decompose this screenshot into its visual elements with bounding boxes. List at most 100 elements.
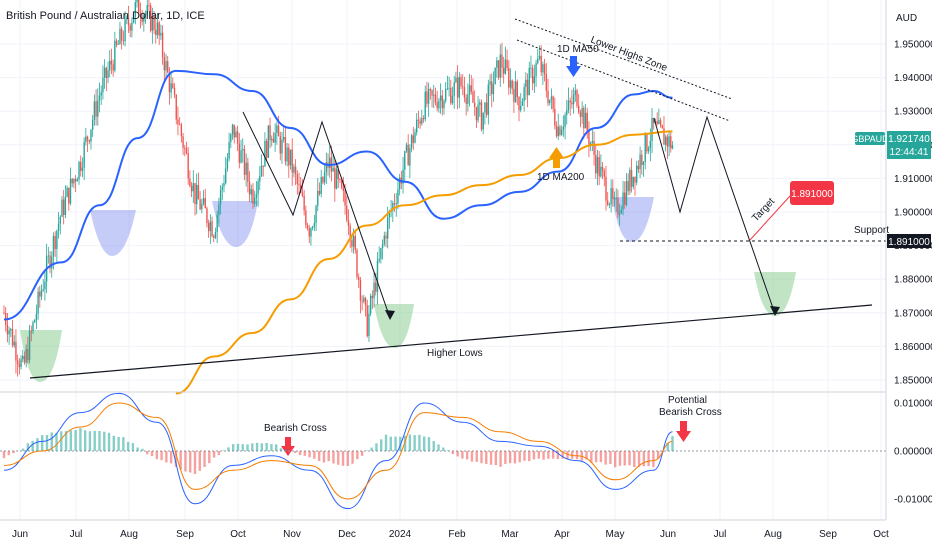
candle-body <box>23 355 26 363</box>
candle-body <box>320 176 322 194</box>
candle-body <box>520 105 522 111</box>
candle-body <box>122 40 125 42</box>
arc-blue-aug <box>90 210 136 256</box>
macd-histogram-bar <box>403 435 407 451</box>
price-tick-label: 1.880000 <box>894 275 932 286</box>
candle-body <box>436 102 438 109</box>
candle-body <box>80 161 82 171</box>
candle-body <box>143 15 145 22</box>
candle-body <box>542 64 544 73</box>
time-tick-label: Oct <box>873 529 889 540</box>
candle-body <box>472 91 474 103</box>
macd-histogram-bar <box>79 428 82 451</box>
macd-histogram-bar <box>93 431 96 451</box>
candle-body <box>467 94 469 104</box>
candle-body <box>102 77 104 93</box>
macd-histogram-bar <box>413 435 416 451</box>
ma50-arrow <box>566 56 581 77</box>
time-tick-label: Sep <box>176 529 194 540</box>
candle-body <box>506 59 508 68</box>
candle-body <box>589 142 592 145</box>
candle-body <box>323 172 326 183</box>
candle-body <box>146 5 148 14</box>
time-tick-label: Sep <box>819 529 837 540</box>
potential-label-line2: Bearish Cross <box>659 407 722 418</box>
candle-body <box>462 86 464 87</box>
candle-body <box>627 181 629 192</box>
candle-body <box>485 102 488 115</box>
macd-histogram-bar <box>341 451 345 466</box>
macd-line <box>3 392 673 510</box>
candle-body <box>470 85 472 92</box>
candle-body <box>641 154 643 165</box>
macd-histogram-bar <box>50 432 53 451</box>
candle-body <box>537 58 539 64</box>
candle-body <box>15 341 17 361</box>
price-tick-label: 1.860000 <box>894 342 932 353</box>
macd-histogram-bar <box>346 451 349 467</box>
candle-body <box>85 136 87 142</box>
candle-body <box>172 83 174 88</box>
candle-body <box>16 360 19 364</box>
price-tick-label: 1.870000 <box>894 308 932 319</box>
candle-body <box>204 198 206 209</box>
candle-body <box>504 59 507 74</box>
candle-body <box>214 232 217 238</box>
candle-body <box>632 176 634 187</box>
candle-body <box>385 235 387 239</box>
candle-body <box>62 199 65 215</box>
candle-body <box>207 223 210 232</box>
last-price-badge[interactable]: 1.921740 12:44:41 <box>887 131 931 159</box>
candle-body <box>115 40 118 45</box>
candle-body <box>550 96 553 100</box>
candle-body <box>380 248 382 259</box>
symbol-badge[interactable]: GBPAUD <box>851 132 889 145</box>
candle-body <box>407 144 409 166</box>
candle-body <box>480 102 483 130</box>
chart-title: British Pound / Australian Dollar, 1D, I… <box>6 10 205 22</box>
price-tick-label: 1.850000 <box>894 376 932 387</box>
svg-text:1.891000: 1.891000 <box>791 189 833 200</box>
candle-body <box>477 104 479 121</box>
candle-body <box>226 158 229 169</box>
candle-body <box>76 179 79 182</box>
candle-body <box>129 25 131 31</box>
candle-body <box>586 112 588 131</box>
candle-body <box>426 91 428 104</box>
candle-body <box>86 136 89 141</box>
support-label: Support <box>854 225 889 236</box>
candle-body <box>269 125 271 141</box>
candle-body <box>153 15 155 30</box>
candle-body <box>95 101 97 117</box>
1d-ma200-line <box>175 130 673 395</box>
macd-histogram-bar <box>184 451 187 472</box>
candle-body <box>182 136 184 148</box>
candle-body <box>618 213 621 215</box>
macd-histogram-bar <box>647 451 650 467</box>
candle-body <box>347 220 350 226</box>
price-axis[interactable]: AUD <box>885 0 917 520</box>
time-tick-label: Jun <box>12 529 28 540</box>
candle-body <box>419 120 421 124</box>
candle-body <box>516 81 519 98</box>
macd-histogram-bar <box>375 443 378 451</box>
macd-histogram-bar <box>60 431 63 451</box>
macd-histogram-bar <box>380 439 383 451</box>
macd-histogram-bar <box>7 451 10 456</box>
macd-histogram-bar <box>561 451 564 459</box>
macd-histogram-bar <box>198 451 201 471</box>
candle-body <box>509 80 512 88</box>
candle-body <box>284 137 287 162</box>
candle-body <box>98 95 101 101</box>
time-axis[interactable]: Jun Jul Aug Sep Oct Nov Dec 2024 Feb Mar Apr May Jun… <box>0 519 889 540</box>
support-price-badge[interactable]: 1.891000 <box>887 234 931 248</box>
macd-histogram-bar <box>136 447 139 451</box>
candle-body <box>110 60 113 65</box>
candle-body <box>339 179 341 181</box>
ma200-label: 1D MA200 <box>537 172 585 183</box>
candle-body <box>572 94 575 105</box>
candle-body <box>484 102 486 113</box>
candle-body <box>32 322 34 332</box>
candle-body <box>311 226 314 229</box>
